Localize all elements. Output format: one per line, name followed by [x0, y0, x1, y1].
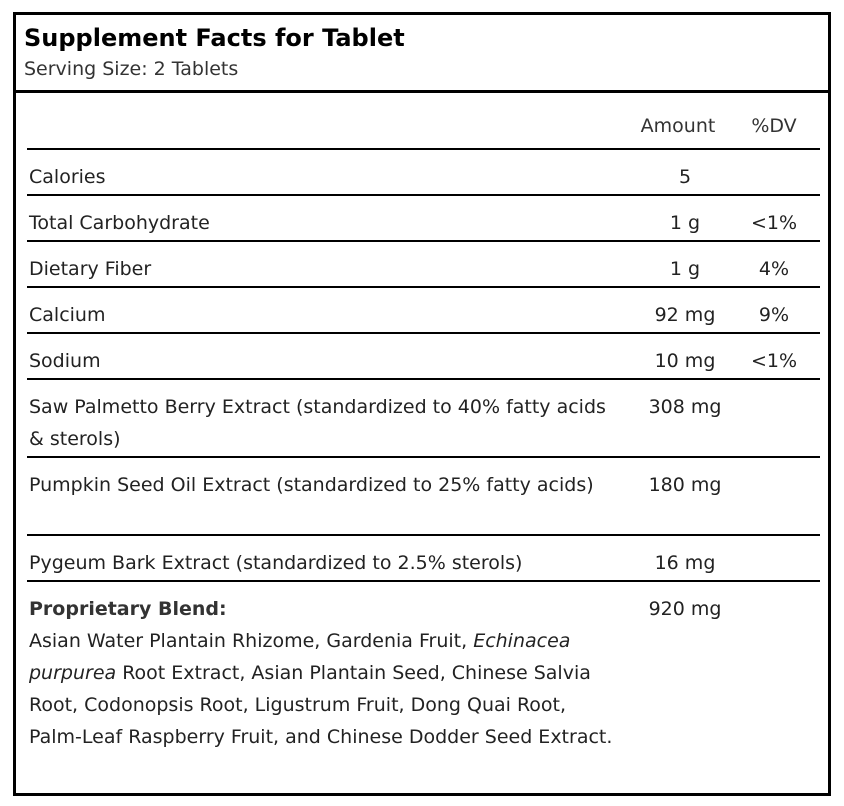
- nutrient-amount: 10 mg: [654, 350, 716, 372]
- header-amount: Amount: [640, 115, 716, 137]
- nutrient-name: Total Carbohydrate: [29, 212, 210, 234]
- nutrient-name: Sodium: [29, 350, 101, 372]
- nutrient-amount: 5: [678, 166, 692, 188]
- header-dv: %DV: [751, 115, 797, 137]
- nutrient-amount: 1 g: [669, 258, 701, 280]
- blend-ingredients-end: Root Extract, Asian Plantain Seed, Chine…: [29, 662, 613, 748]
- nutrient-row-total-carbohydrate: Total Carbohydrate 1 g <1%: [27, 194, 820, 240]
- nutrient-name: Pumpkin Seed Oil Extract (standardized t…: [29, 474, 594, 496]
- serving-size: Serving Size: 2 Tablets: [24, 58, 239, 80]
- panel-title: Supplement Facts for Tablet: [24, 24, 405, 52]
- nutrient-dv: 9%: [758, 304, 790, 326]
- nutrient-amount: 180 mg: [648, 474, 722, 496]
- blend-ingredients-italic: Echinacea purpurea: [29, 630, 571, 684]
- blend-ingredients-start: Asian Water Plantain Rhizome, Gardenia F…: [29, 630, 474, 652]
- nutrient-amount: 1 g: [669, 212, 701, 234]
- nutrient-name: Saw Palmetto Berry Extract (standardized…: [29, 396, 606, 450]
- blend-text: Proprietary Blend: Asian Water Plantain …: [29, 593, 619, 753]
- nutrient-amount: 92 mg: [654, 304, 716, 326]
- nutrient-row-sodium: Sodium 10 mg <1%: [27, 332, 820, 378]
- nutrient-name: Pygeum Bark Extract (standardized to 2.5…: [29, 552, 523, 574]
- nutrient-row-saw-palmetto: Saw Palmetto Berry Extract (standardized…: [27, 378, 820, 456]
- nutrient-row-dietary-fiber: Dietary Fiber 1 g 4%: [27, 240, 820, 286]
- nutrient-name: Calcium: [29, 304, 106, 326]
- thick-divider: [16, 90, 828, 93]
- nutrient-row-pygeum: Pygeum Bark Extract (standardized to 2.5…: [27, 534, 820, 580]
- blend-amount: 920 mg: [648, 598, 722, 620]
- nutrient-amount: 16 mg: [654, 552, 716, 574]
- nutrient-name: Dietary Fiber: [29, 258, 152, 280]
- nutrient-dv: <1%: [750, 212, 798, 234]
- nutrient-row-calories: Calories 5: [27, 148, 820, 194]
- supplement-facts-panel: Supplement Facts for Tablet Serving Size…: [13, 12, 831, 796]
- proprietary-blend-row: Proprietary Blend: Asian Water Plantain …: [27, 580, 820, 790]
- nutrient-name: Calories: [29, 166, 106, 188]
- nutrient-dv: <1%: [750, 350, 798, 372]
- nutrient-row-pumpkin-seed: Pumpkin Seed Oil Extract (standardized t…: [27, 456, 820, 534]
- blend-title: Proprietary Blend:: [29, 598, 227, 620]
- nutrient-dv: 4%: [758, 258, 790, 280]
- nutrient-amount: 308 mg: [648, 396, 722, 418]
- nutrient-row-calcium: Calcium 92 mg 9%: [27, 286, 820, 332]
